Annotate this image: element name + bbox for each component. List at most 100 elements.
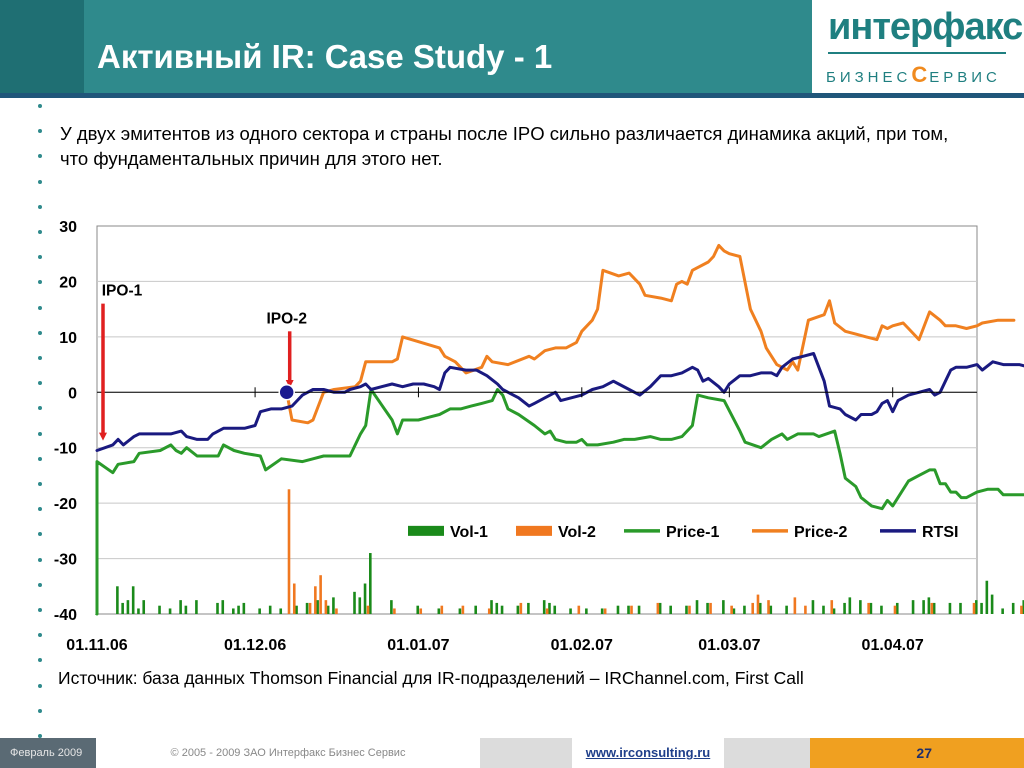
volume-bar <box>184 605 188 614</box>
volume-bar <box>688 605 691 614</box>
bullet-dot <box>38 255 42 260</box>
bullet-dot <box>38 734 42 738</box>
volume-bar <box>268 605 272 614</box>
bullet-dot <box>38 507 42 512</box>
volume-bar <box>316 600 319 614</box>
volume-bar <box>292 583 296 614</box>
logo-wordmark: интерфакс <box>828 6 1023 48</box>
bullet-dot <box>38 330 42 335</box>
legend-label: Vol-2 <box>558 524 596 541</box>
volume-bar <box>168 608 172 614</box>
bullet-dot <box>38 582 42 587</box>
logo-sub-right: ЕРВИС <box>929 69 1001 86</box>
y-tick-label: -30 <box>54 552 77 569</box>
volume-bar <box>767 600 770 614</box>
y-tick-label: -10 <box>54 441 77 458</box>
title-rule <box>0 93 1024 98</box>
volume-bar <box>487 608 491 614</box>
volume-bar <box>358 597 362 614</box>
legend-label: Price-2 <box>794 524 847 541</box>
legend-label: Vol-1 <box>450 524 488 541</box>
volume-bar <box>732 608 736 614</box>
volume-bar <box>258 608 261 614</box>
volume-bar <box>603 608 607 614</box>
series-line-rtsi <box>95 352 1024 452</box>
legend-swatch <box>408 525 444 536</box>
legend-label: Price-1 <box>666 524 719 541</box>
source-note: Источник: база данных Thomson Financial … <box>58 668 804 688</box>
volume-bar <box>142 600 146 614</box>
series-line-price-1 <box>95 388 1024 616</box>
volume-bar <box>195 600 198 614</box>
volume-bar <box>516 605 520 614</box>
volume-bar <box>324 600 328 614</box>
volume-bar <box>630 605 633 614</box>
volume-bar <box>722 600 725 614</box>
volume-bar <box>859 600 862 614</box>
volume-bar <box>709 602 712 614</box>
volume-bar <box>975 600 978 614</box>
legend-swatch <box>516 525 552 536</box>
volume-bar <box>637 605 641 614</box>
volume-bar <box>158 605 161 614</box>
logo: интерфакс БИЗНЕССЕРВИС <box>812 0 1024 93</box>
volume-bar <box>419 608 423 614</box>
volume-bar <box>326 605 330 614</box>
volume-bar <box>121 602 124 614</box>
volume-bar <box>895 602 899 614</box>
annotation-label: IPO-2 <box>266 310 306 327</box>
volume-bar <box>730 605 733 614</box>
legend-label: RTSI <box>922 524 958 541</box>
volume-bar <box>131 586 135 614</box>
volume-bar <box>474 605 478 614</box>
volume-bar <box>959 602 962 614</box>
bullet-dot <box>38 204 42 209</box>
volume-bar <box>314 586 317 614</box>
bullet-dot <box>38 608 42 612</box>
logo-subtitle: БИЗНЕССЕРВИС <box>826 62 1001 88</box>
x-tick-label: 01.03.07 <box>698 637 760 654</box>
volume-bar <box>458 608 462 614</box>
volume-bar <box>366 605 370 614</box>
footer-date: Февраль 2009 <box>0 738 96 768</box>
stock-chart: 30 20 10 0 -10 -20 -30 -40 01.11.06 01.12.06 01.01… <box>54 219 1024 654</box>
volume-bar <box>221 600 225 614</box>
footer-copyright: © 2005 - 2009 ЗАО Интерфакс Бизнес Серви… <box>96 738 480 768</box>
volume-bar <box>232 608 235 614</box>
chart-lines <box>95 243 1024 616</box>
volume-bar <box>585 608 588 614</box>
bullet-dot <box>38 381 42 386</box>
volume-bar <box>751 602 755 614</box>
page-number: 27 <box>810 738 1024 768</box>
logo-sub-left: БИЗНЕС <box>826 69 912 86</box>
chart-legend: Vol-1 Vol-2 Price-1 Price-2 RTSI <box>408 524 958 541</box>
bullet-dot <box>38 633 42 638</box>
chart-axis: 30 20 10 0 -10 -20 -30 -40 01.11.06 01.12.06 01.01… <box>54 219 977 654</box>
volume-bar <box>769 605 773 614</box>
volume-bar <box>490 600 493 614</box>
volume-bar <box>785 605 788 614</box>
logo-sub-c: С <box>911 62 930 87</box>
volume-bar <box>353 591 356 614</box>
volume-bar <box>216 602 219 614</box>
volume-bar <box>500 605 504 614</box>
volume-bar <box>616 605 620 614</box>
volume-bar <box>569 608 572 614</box>
volume-bar <box>893 605 897 614</box>
bullet-dot <box>38 658 42 663</box>
volume-bar <box>627 605 630 614</box>
volume-bar <box>527 602 530 614</box>
volume-bar <box>179 600 182 614</box>
volume-bar <box>416 605 420 614</box>
volume-bar <box>656 602 660 614</box>
volume-bar <box>869 602 873 614</box>
volume-bar <box>553 605 557 614</box>
footer-url-link[interactable]: www.irconsulting.ru <box>572 738 724 768</box>
volume-bar <box>437 608 441 614</box>
x-tick-label: 01.04.07 <box>862 637 924 654</box>
volume-bar <box>1020 605 1023 614</box>
footer: Февраль 2009 © 2005 - 2009 ЗАО Интерфакс… <box>0 738 1024 768</box>
footer-spacer-2 <box>724 738 810 768</box>
volume-bar <box>980 602 983 614</box>
volume-bar <box>990 594 994 614</box>
